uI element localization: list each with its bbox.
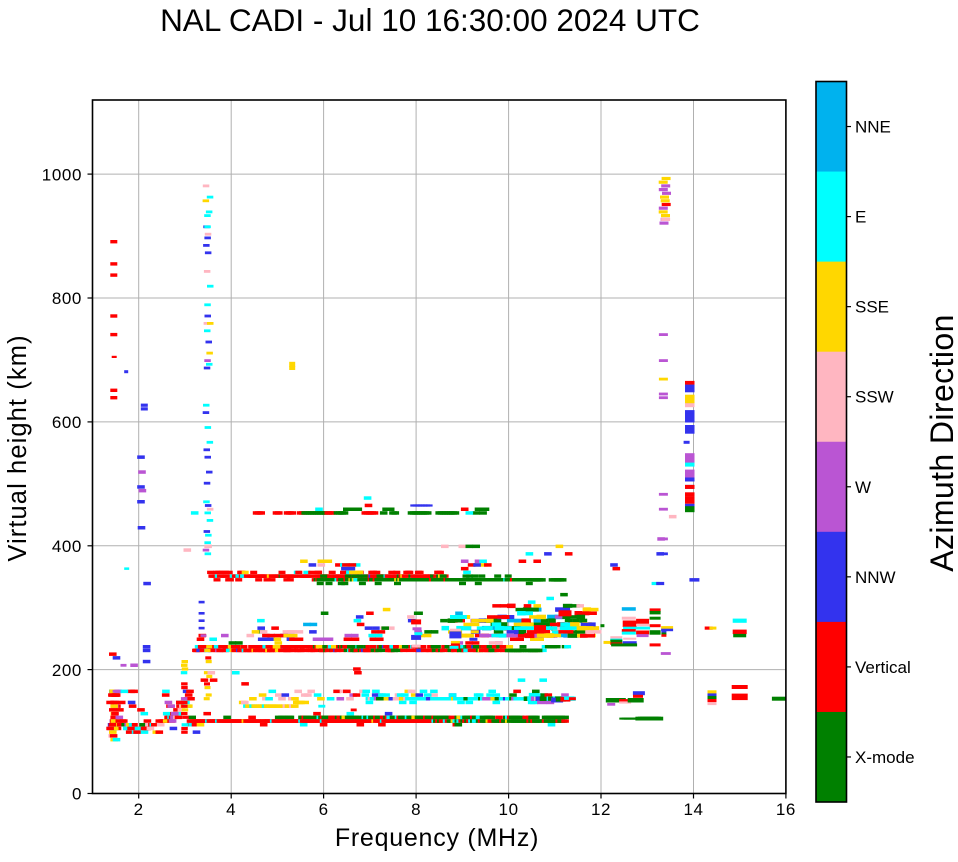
svg-text:SSW: SSW bbox=[855, 388, 894, 407]
svg-text:NAL CADI - Jul 10 16:30:00 202: NAL CADI - Jul 10 16:30:00 2024 UTC bbox=[160, 2, 700, 38]
svg-text:Vertical: Vertical bbox=[855, 658, 911, 677]
svg-text:200: 200 bbox=[52, 661, 82, 680]
svg-text:SSE: SSE bbox=[855, 298, 889, 317]
svg-text:W: W bbox=[855, 478, 871, 497]
svg-text:X-mode: X-mode bbox=[855, 748, 915, 767]
svg-text:Frequency (MHz): Frequency (MHz) bbox=[335, 824, 539, 852]
svg-text:800: 800 bbox=[52, 289, 82, 308]
svg-text:4: 4 bbox=[226, 800, 236, 819]
svg-text:10: 10 bbox=[499, 800, 519, 819]
svg-text:Azimuth Direction: Azimuth Direction bbox=[924, 314, 958, 572]
svg-text:16: 16 bbox=[776, 800, 796, 819]
svg-text:8: 8 bbox=[411, 800, 421, 819]
svg-text:NNE: NNE bbox=[855, 118, 891, 137]
svg-text:0: 0 bbox=[72, 785, 82, 804]
svg-text:400: 400 bbox=[52, 537, 82, 556]
svg-text:NNW: NNW bbox=[855, 568, 896, 587]
svg-text:14: 14 bbox=[683, 800, 703, 819]
svg-text:1000: 1000 bbox=[42, 165, 82, 184]
svg-text:2: 2 bbox=[134, 800, 144, 819]
svg-text:6: 6 bbox=[319, 800, 329, 819]
svg-text:12: 12 bbox=[591, 800, 611, 819]
svg-text:E: E bbox=[855, 208, 866, 227]
svg-text:Virtual height (km): Virtual height (km) bbox=[4, 334, 32, 561]
svg-text:600: 600 bbox=[52, 413, 82, 432]
